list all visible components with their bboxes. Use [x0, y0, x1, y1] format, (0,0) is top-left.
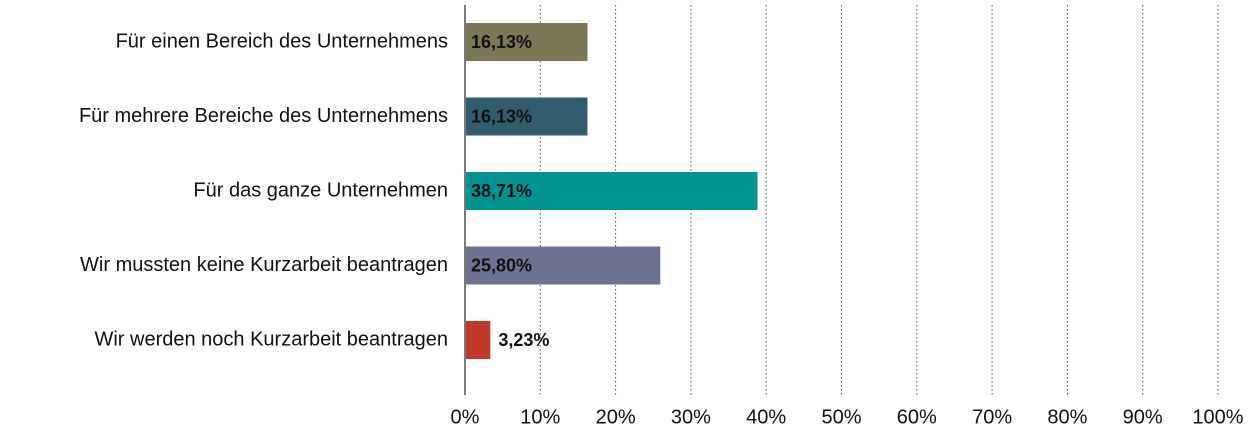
bar: [466, 246, 661, 285]
y-tick-label: Wir werden noch Kurzarbeit beantragen: [94, 328, 448, 350]
bar: [466, 97, 588, 136]
x-tick-label: 20%: [596, 406, 636, 428]
value-label: 3,23%: [498, 330, 549, 350]
y-tick-label: Für das ganze Unternehmen: [193, 179, 448, 201]
x-tick-label: 100%: [1192, 406, 1243, 428]
x-tick-label: 70%: [972, 406, 1012, 428]
bar: [466, 23, 588, 61]
bar: [466, 321, 491, 359]
value-label: 16,13%: [471, 32, 532, 52]
x-tick-label: 90%: [1123, 406, 1163, 428]
x-tick-label: 30%: [671, 406, 711, 428]
x-tick-label: 50%: [821, 406, 861, 428]
value-label: 25,80%: [471, 255, 532, 275]
y-tick-label: Für mehrere Bereiche des Unternehmens: [79, 105, 448, 127]
y-tick-label: Für einen Bereich des Unternehmens: [116, 30, 448, 52]
value-label: 16,13%: [471, 106, 532, 126]
x-tick-label: 0%: [451, 406, 480, 428]
x-tick-label: 60%: [897, 406, 937, 428]
value-label: 38,71%: [471, 181, 532, 201]
y-tick-label: Wir mussten keine Kurzarbeit beantragen: [80, 254, 448, 276]
x-tick-label: 80%: [1047, 406, 1087, 428]
bar: [466, 172, 758, 210]
x-tick-label: 40%: [746, 406, 786, 428]
x-tick-label: 10%: [520, 406, 560, 428]
